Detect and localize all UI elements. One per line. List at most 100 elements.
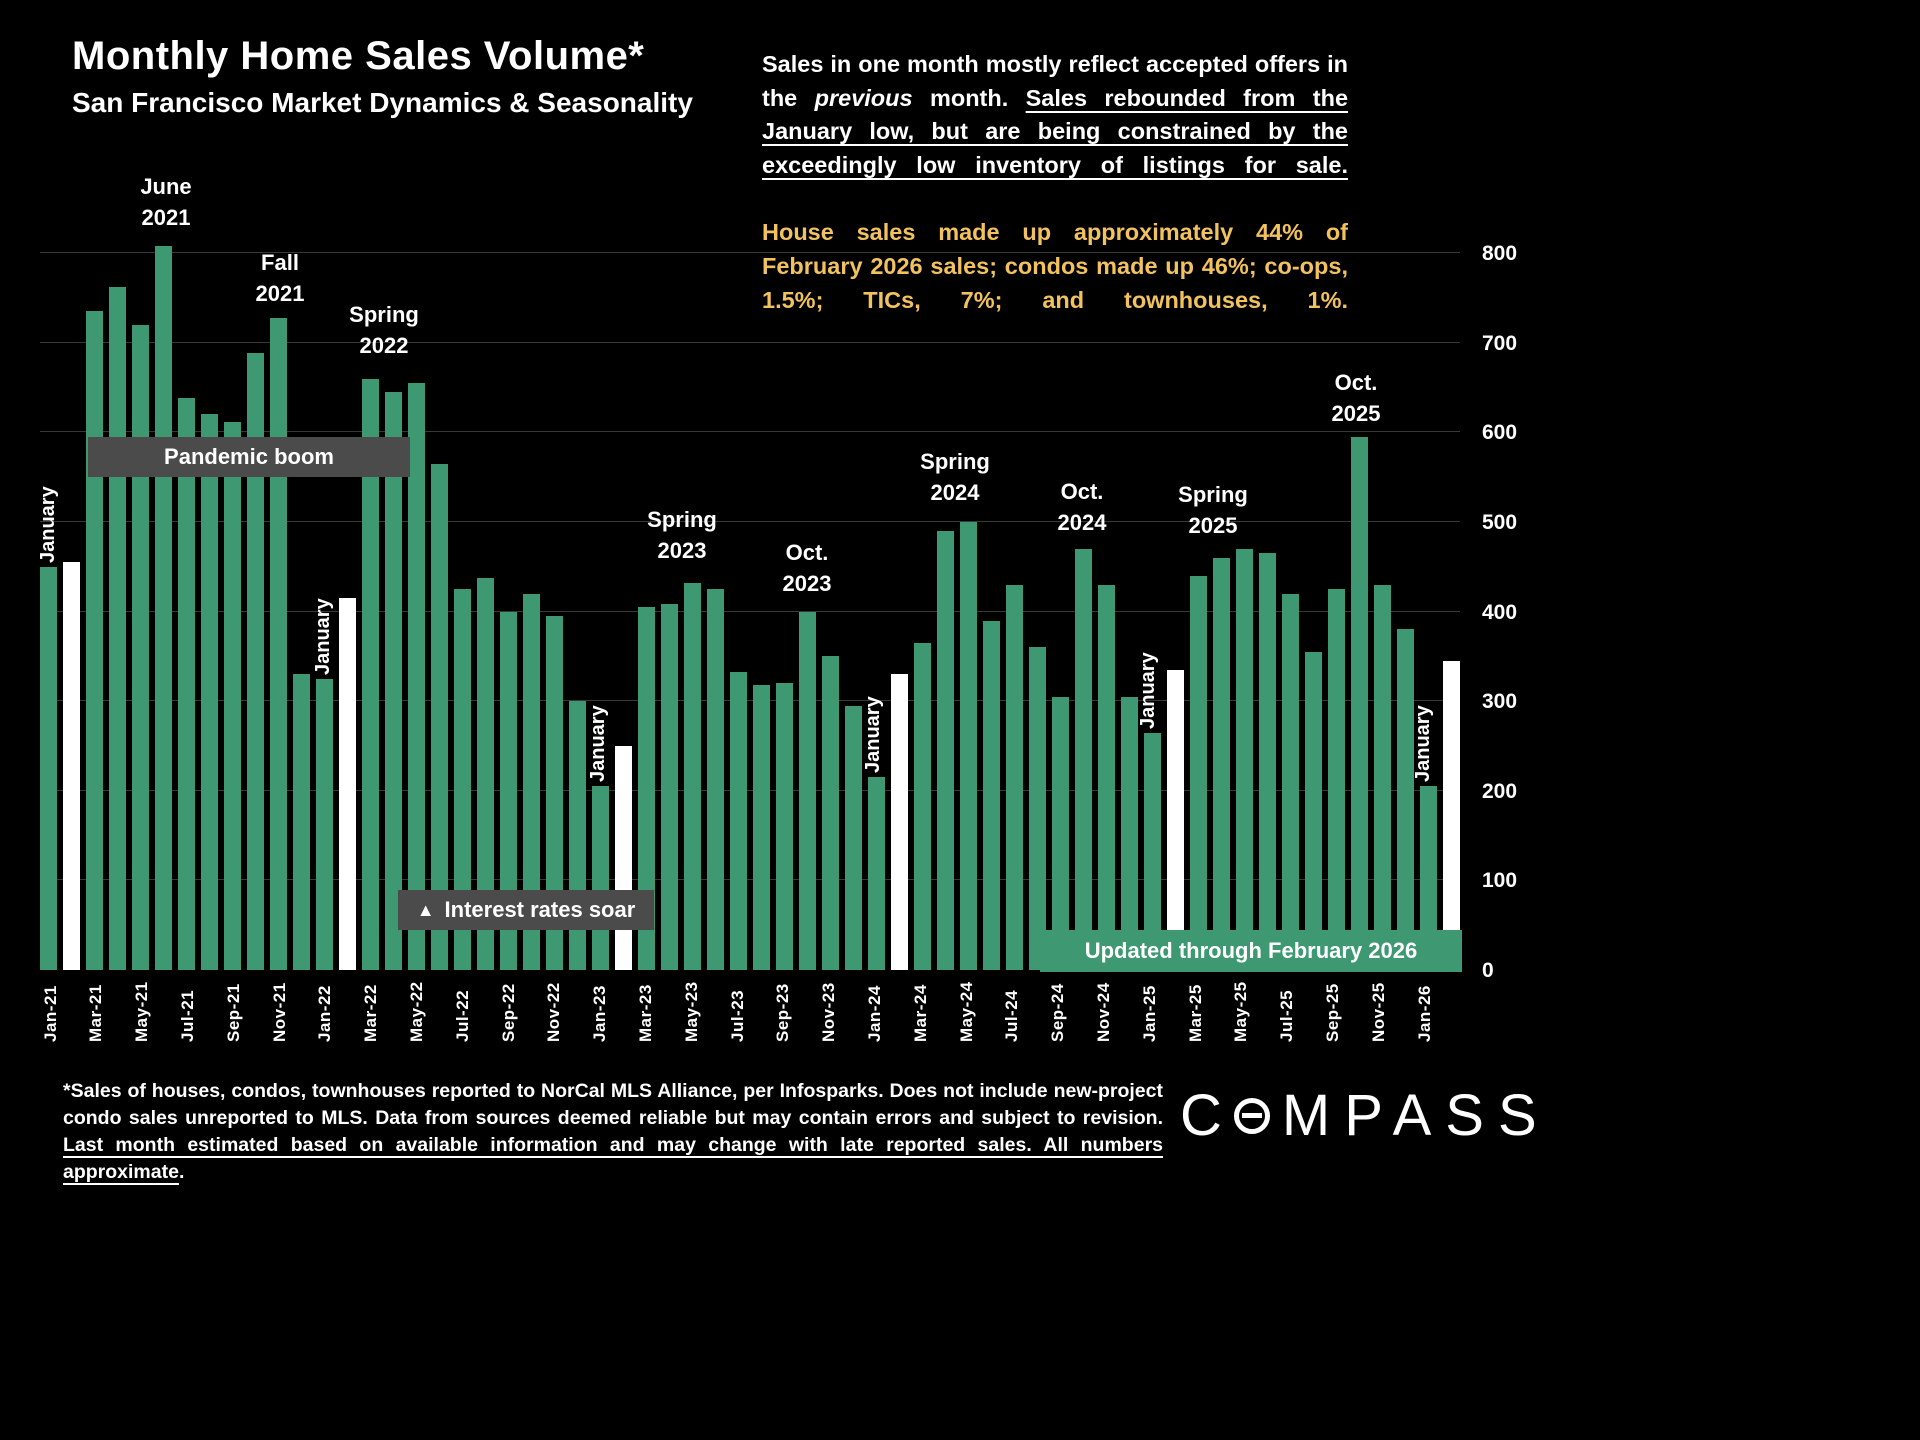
bar-Mar-24	[914, 642, 931, 970]
annotation-spring-2023: Spring 2023	[647, 507, 717, 563]
gridline-800	[40, 252, 1460, 253]
annotation-spring-2025: Spring 2025	[1178, 482, 1248, 538]
x-tick-label-May-21: May-21	[132, 981, 152, 1042]
footnote-text-2: .	[178, 1160, 185, 1183]
footnote-underlined: Last month estimated based on available …	[63, 1133, 1163, 1183]
x-tick-label-Jul-25: Jul-25	[1277, 989, 1297, 1042]
annotation-fall-2021: Fall 2021	[255, 250, 305, 306]
gridline-600	[40, 431, 1460, 433]
y-tick-label-0: 0	[1482, 959, 1494, 982]
footnote: *Sales of houses, condos, townhouses rep…	[63, 1078, 1163, 1186]
annotation-spring-2022: Spring 2022	[349, 302, 419, 358]
commentary-text-1: Sales in one month mostly reflect accept…	[762, 51, 1348, 111]
x-tick-label-Jan-26: Jan-26	[1414, 985, 1434, 1042]
bar-Apr-21	[109, 287, 126, 970]
commentary-italic-word: previous	[814, 84, 913, 111]
bar-Sep-24	[1052, 696, 1069, 970]
x-tick-label-Nov-22: Nov-22	[544, 982, 564, 1042]
compass-logo-letters: MPASS	[1281, 1083, 1551, 1148]
bar-Aug-25	[1305, 651, 1322, 970]
y-tick-label-700: 700	[1482, 331, 1518, 355]
y-tick-label-100: 100	[1482, 869, 1518, 893]
bar-Jul-21	[178, 398, 195, 970]
bar-Apr-24	[937, 530, 954, 970]
y-tick-label-200: 200	[1482, 779, 1518, 803]
bar-Apr-22	[385, 391, 402, 970]
interest-rates-box: ▲ Interest rates soar	[398, 890, 654, 930]
annotation-june-2021: June 2021	[140, 174, 192, 230]
y-tick-label-600: 600	[1482, 421, 1518, 445]
bar-Apr-25	[1213, 557, 1230, 970]
x-tick-label-Mar-25: Mar-25	[1185, 984, 1205, 1042]
bar-Jan-26	[1420, 786, 1437, 970]
bar-Feb-26	[1443, 660, 1460, 970]
x-tick-label-Sep-25: Sep-25	[1323, 983, 1342, 1042]
bar-Jul-22	[454, 589, 471, 970]
y-tick-label-800: 800	[1482, 242, 1518, 265]
x-axis: Jan-21 Mar-21 May-21 Jul-21 Sep-21 Nov-21 Jan-…	[40, 976, 1460, 1068]
pandemic-boom-box: Pandemic boom	[88, 437, 410, 477]
x-tick-label-May-22: May-22	[406, 981, 426, 1042]
x-tick-label-May-24: May-24	[956, 981, 976, 1042]
x-tick-label-Jan-23: Jan-23	[590, 985, 610, 1042]
gridlines	[40, 252, 1460, 970]
bar-Mar-25	[1190, 575, 1207, 970]
bar-Jan-24	[868, 777, 885, 970]
title-block: Monthly Home Sales Volume* San Francisco…	[72, 34, 693, 119]
bar-Aug-22	[477, 578, 494, 970]
x-tick-label-Mar-22: Mar-22	[361, 984, 381, 1042]
annotation-spring-2024: Spring 2024	[920, 449, 990, 505]
january-label-2026: January	[1412, 705, 1434, 782]
bar-May-25	[1236, 548, 1253, 970]
bar-May-22	[408, 383, 425, 970]
bar-Feb-24	[891, 674, 908, 970]
x-tick-label-Jul-22: Jul-22	[452, 989, 472, 1042]
commentary-underlined: Sales rebounded from the January low, bu…	[762, 84, 1349, 178]
annotation-oct-2024: Oct. 2024	[1057, 479, 1107, 535]
x-tick-label-Jul-23: Jul-23	[727, 989, 747, 1042]
bar-Jul-25	[1282, 593, 1299, 970]
x-tick-label-Mar-21: Mar-21	[86, 984, 106, 1042]
up-triangle-icon: ▲	[416, 899, 435, 920]
bar-Jul-24	[1006, 584, 1023, 970]
compass-logo-o-icon	[1233, 1097, 1270, 1134]
x-tick-label-Nov-24: Nov-24	[1094, 982, 1113, 1042]
x-tick-label-Jan-21: Jan-21	[40, 985, 60, 1042]
bar-Jan-25	[1144, 732, 1161, 970]
commentary: Sales in one month mostly reflect accept…	[762, 48, 1348, 317]
gridline-400	[40, 610, 1460, 612]
bar-Aug-23	[753, 685, 770, 970]
bar-Jun-21	[155, 245, 172, 970]
y-axis: 0 100 200 300 400 500 600 700 800	[1482, 242, 1562, 982]
annotation-oct-2025: Oct. 2025	[1331, 370, 1381, 426]
bar-Jan-22	[316, 678, 333, 970]
bar-Dec-23	[845, 705, 862, 970]
bar-Jan-23	[592, 786, 609, 970]
bar-Mar-22	[362, 378, 379, 970]
bar-Aug-21	[201, 414, 218, 970]
january-label-2021: January	[37, 486, 59, 563]
x-tick-label-Mar-24: Mar-24	[910, 984, 930, 1042]
bar-Jan-21	[40, 566, 57, 970]
commentary-intro: Sales in one month mostly reflect accept…	[762, 48, 1348, 182]
commentary-text-2: month.	[912, 84, 1026, 111]
bar-Jun-24	[983, 620, 1000, 970]
bar-Sep-22	[500, 611, 517, 970]
bar-Oct-24	[1075, 548, 1092, 970]
bar-Mar-23	[638, 607, 655, 970]
bar-Oct-22	[523, 593, 540, 970]
commentary-highlight: House sales made up approximately 44% of…	[762, 219, 1348, 313]
compass-logo-letter-c: C	[1180, 1083, 1222, 1148]
x-tick-label-Sep-22: Sep-22	[498, 983, 518, 1042]
january-label-2023: January	[587, 705, 609, 782]
bar-Sep-23	[776, 683, 793, 970]
gridline-200	[40, 789, 1460, 791]
x-tick-label-Nov-21: Nov-21	[269, 982, 289, 1042]
bar-Nov-23	[822, 656, 839, 970]
bar-Jun-25	[1259, 553, 1276, 970]
x-tick-label-Jul-21: Jul-21	[177, 989, 197, 1042]
gridline-700	[40, 341, 1460, 343]
bar-Sep-21	[224, 421, 241, 970]
y-tick-label-500: 500	[1482, 510, 1518, 534]
